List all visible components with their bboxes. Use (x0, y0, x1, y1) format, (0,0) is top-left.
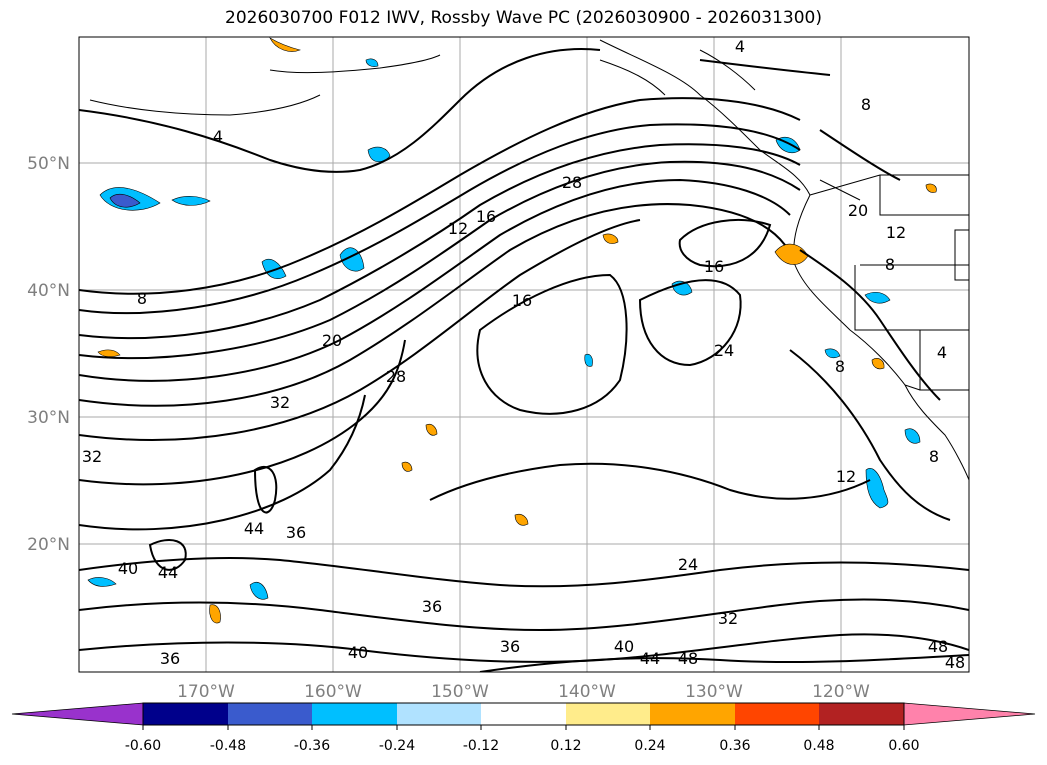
lon-label-160w: 160°W (304, 682, 362, 702)
contour-label: 40 (614, 637, 634, 656)
anomaly-patches (87, 37, 937, 624)
contour-label: 36 (160, 649, 180, 668)
colorbar: -0.60 -0.48 -0.36 -0.24 -0.12 0.12 0.24 … (11, 702, 1036, 754)
lat-label-40n: 40°N (27, 281, 70, 301)
colorbar-swatch (735, 703, 819, 725)
colorbar-swatch (143, 703, 228, 725)
contour-label: 8 (835, 357, 845, 376)
lon-label-170w: 170°W (177, 682, 235, 702)
contour-label: 16 (704, 257, 724, 276)
contour-label: 24 (714, 341, 734, 360)
colorbar-tick-label: 0.48 (803, 738, 834, 754)
colorbar-tick-label: -0.24 (379, 738, 415, 754)
colorbar-tick-label: -0.48 (210, 738, 246, 754)
contour-label: 32 (718, 609, 738, 628)
contour-label: 20 (322, 331, 342, 350)
contour-label: 32 (82, 447, 102, 466)
contour-label: 12 (836, 467, 856, 486)
contour-label: 16 (476, 207, 496, 226)
contour-label: 32 (270, 393, 290, 412)
contour-label: 28 (386, 367, 406, 386)
contour-label: 8 (137, 289, 147, 308)
contour-label: 12 (886, 223, 906, 242)
colorbar-frame (142, 702, 905, 726)
colorbar-tick-label: 0.24 (634, 738, 665, 754)
contour-label: 44 (158, 563, 178, 582)
colorbar-swatch-over (903, 702, 1036, 726)
colorbar-tick-label: 0.12 (550, 738, 581, 754)
contour-label: 44 (244, 519, 264, 538)
colorbar-swatch (481, 703, 566, 725)
contour-label: 36 (500, 637, 520, 656)
map-area (79, 37, 969, 672)
colorbar-swatch (312, 703, 397, 725)
lon-label-140w: 140°W (558, 682, 616, 702)
colorbar-tick-label: 0.36 (719, 738, 750, 754)
colorbar-tick-label: -0.12 (463, 738, 499, 754)
contour-label: 48 (678, 649, 698, 668)
colorbar-swatch (228, 703, 312, 725)
contour-label: 28 (562, 173, 582, 192)
contour-label: 8 (861, 95, 871, 114)
lat-label-50n: 50°N (27, 154, 70, 174)
colorbar-tick-label: 0.60 (888, 738, 919, 754)
colorbar-swatch-under (11, 702, 144, 726)
colorbar-ticks (142, 725, 905, 730)
contour-label: 36 (286, 523, 306, 542)
colorbar-swatch (819, 703, 904, 725)
map-border (78, 36, 970, 673)
contour-label: 8 (929, 447, 939, 466)
longitude-labels: 170°W 160°W 150°W 140°W 130°W 120°W (177, 682, 870, 702)
contour-label: 24 (678, 555, 698, 574)
contour-label: 40 (348, 643, 368, 662)
contour-label: 4 (937, 343, 947, 362)
colorbar-swatch (397, 703, 481, 725)
coastlines (89, 39, 969, 481)
contour-label: 40 (118, 559, 138, 578)
contour-label: 36 (422, 597, 442, 616)
contour-label: 4 (735, 37, 745, 56)
plot-title: 2026030700 F012 IWV, Rossby Wave PC (202… (225, 8, 822, 28)
lon-label-130w: 130°W (685, 682, 743, 702)
contour-label: 12 (448, 219, 468, 238)
iwv-contours (79, 48, 969, 672)
lon-label-120w: 120°W (812, 682, 870, 702)
colorbar-swatch (566, 703, 650, 725)
colorbar-tick-label: -0.60 (125, 738, 161, 754)
contour-labels: 4 4 8 8 8 12 16 16 16 20 20 24 24 28 28 … (82, 37, 965, 672)
contour-label: 20 (848, 201, 868, 220)
colorbar-swatch (650, 703, 735, 725)
colorbar-tick-label: -0.36 (294, 738, 330, 754)
lat-label-30n: 30°N (27, 408, 70, 428)
latitude-labels: 50°N 40°N 30°N 20°N (27, 154, 70, 555)
contour-label: 16 (512, 291, 532, 310)
contour-label: 44 (640, 649, 660, 668)
contour-label: 48 (945, 653, 965, 672)
contour-label: 8 (885, 255, 895, 274)
lat-label-20n: 20°N (27, 535, 70, 555)
lon-label-150w: 150°W (431, 682, 489, 702)
contour-label: 4 (213, 127, 223, 146)
contour-label: 48 (928, 637, 948, 656)
